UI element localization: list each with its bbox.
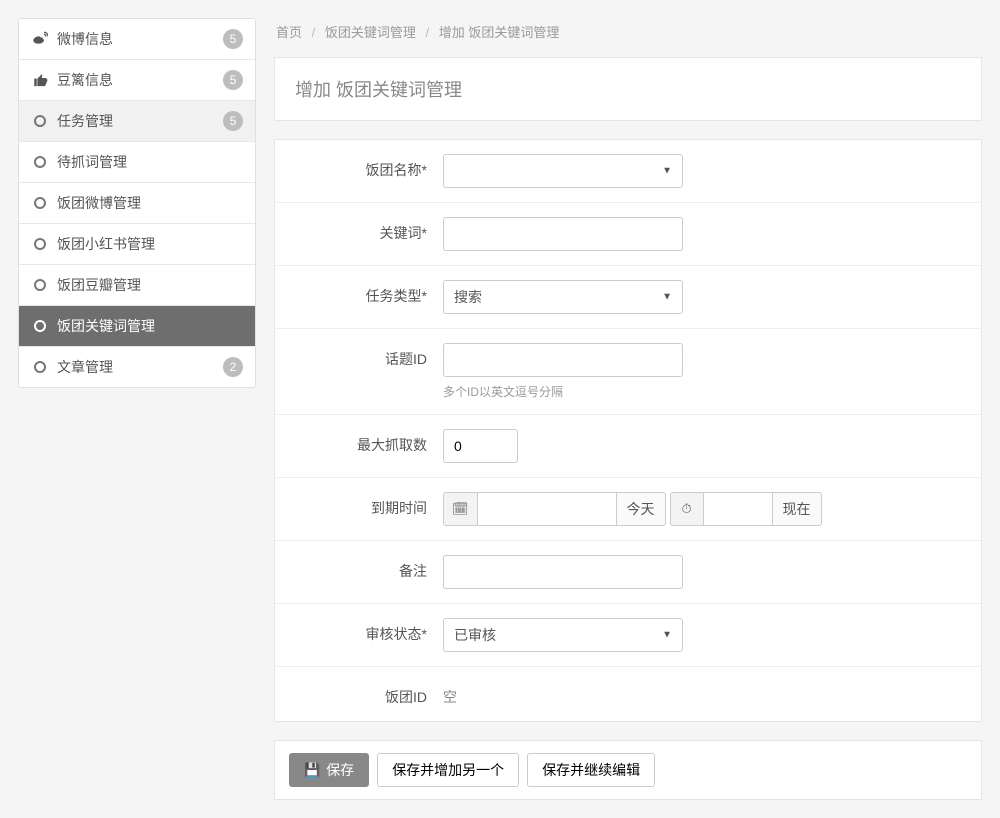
actions-bar: 💾 保存 保存并增加另一个 保存并继续编辑 (274, 740, 982, 800)
now-button[interactable]: 现在 (772, 492, 822, 526)
task-type-select[interactable]: 搜索 ▼ (443, 280, 683, 314)
label-review: 审核状态* (293, 618, 443, 644)
thumb-icon (31, 73, 49, 88)
circle-icon (31, 238, 49, 250)
chevron-down-icon: ▼ (662, 166, 672, 177)
today-button[interactable]: 今天 (616, 492, 666, 526)
topic-id-help: 多个ID以英文逗号分隔 (443, 383, 963, 400)
breadcrumb-sep: / (312, 25, 316, 40)
sidebar-item-3[interactable]: 待抓词管理 (19, 142, 255, 183)
label-fantuan-id: 饭团ID (293, 681, 443, 707)
label-topic-id: 话题ID (293, 343, 443, 369)
label-task-type: 任务类型* (293, 280, 443, 306)
row-expire: 到期时间 🗓 今天 ⏱ 现在 (275, 478, 981, 541)
clock-icon: ⏱ (670, 492, 704, 526)
count-badge: 5 (223, 70, 243, 90)
row-fantuan-id: 饭团ID 空 (275, 667, 981, 721)
chevron-down-icon: ▼ (662, 292, 672, 303)
row-review: 审核状态* 已审核 ▼ (275, 604, 981, 667)
row-max-fetch: 最大抓取数 (275, 415, 981, 478)
weibo-icon (31, 31, 49, 47)
sidebar-item-7[interactable]: 饭团关键词管理 (19, 306, 255, 347)
expire-date-input[interactable] (477, 492, 617, 526)
main-content: 首页 / 饭团关键词管理 / 增加 饭团关键词管理 增加 饭团关键词管理 饭团名… (274, 18, 982, 800)
count-badge: 5 (223, 29, 243, 49)
breadcrumb-current: 增加 饭团关键词管理 (439, 25, 560, 40)
sidebar-item-label: 饭团微博管理 (57, 193, 243, 213)
task-type-value: 搜索 (454, 287, 482, 307)
row-fantuan-name: 饭团名称* ▼ (275, 140, 981, 203)
review-status-value: 已审核 (454, 625, 496, 645)
save-and-add-button[interactable]: 保存并增加另一个 (377, 753, 519, 787)
chevron-down-icon: ▼ (662, 630, 672, 641)
row-keyword: 关键词* (275, 203, 981, 266)
review-status-select[interactable]: 已审核 ▼ (443, 618, 683, 652)
save-icon: 💾 (304, 762, 320, 778)
circle-icon (31, 279, 49, 291)
expire-time-input[interactable] (703, 492, 773, 526)
label-remark: 备注 (293, 555, 443, 581)
breadcrumb: 首页 / 饭团关键词管理 / 增加 饭团关键词管理 (274, 18, 982, 45)
sidebar-item-0[interactable]: 微博信息5 (19, 19, 255, 60)
row-task-type: 任务类型* 搜索 ▼ (275, 266, 981, 329)
sidebar-list: 微博信息5豆篱信息5任务管理5待抓词管理饭团微博管理饭团小红书管理饭团豆瓣管理饭… (18, 18, 256, 388)
label-fantuan-name: 饭团名称* (293, 154, 443, 180)
max-fetch-input[interactable] (443, 429, 518, 463)
keyword-input[interactable] (443, 217, 683, 251)
sidebar-item-8[interactable]: 文章管理2 (19, 347, 255, 387)
circle-icon (31, 361, 49, 373)
sidebar-item-6[interactable]: 饭团豆瓣管理 (19, 265, 255, 306)
fantuan-name-select[interactable]: ▼ (443, 154, 683, 188)
sidebar-item-label: 饭团小红书管理 (57, 234, 243, 254)
sidebar-item-2[interactable]: 任务管理5 (19, 101, 255, 142)
form-card: 饭团名称* ▼ 关键词* 任务类型* 搜索 (274, 139, 982, 722)
count-badge: 5 (223, 111, 243, 131)
sidebar-item-label: 饭团关键词管理 (57, 316, 243, 336)
sidebar-item-label: 微博信息 (57, 29, 223, 49)
label-expire: 到期时间 (293, 492, 443, 518)
save-and-continue-button[interactable]: 保存并继续编辑 (527, 753, 655, 787)
circle-icon (31, 320, 49, 332)
row-remark: 备注 (275, 541, 981, 604)
remark-input[interactable] (443, 555, 683, 589)
topic-id-input[interactable] (443, 343, 683, 377)
save-button-label: 保存 (326, 760, 354, 780)
count-badge: 2 (223, 357, 243, 377)
save-button[interactable]: 💾 保存 (289, 753, 369, 787)
row-topic-id: 话题ID 多个ID以英文逗号分隔 (275, 329, 981, 415)
page-title: 增加 饭团关键词管理 (274, 57, 982, 121)
calendar-icon: 🗓 (443, 492, 478, 526)
sidebar-item-label: 待抓词管理 (57, 152, 243, 172)
breadcrumb-sep: / (426, 25, 430, 40)
sidebar-item-4[interactable]: 饭团微博管理 (19, 183, 255, 224)
breadcrumb-section[interactable]: 饭团关键词管理 (325, 25, 416, 40)
label-keyword: 关键词* (293, 217, 443, 243)
circle-icon (31, 115, 49, 127)
sidebar-item-label: 任务管理 (57, 111, 223, 131)
sidebar-item-label: 饭团豆瓣管理 (57, 275, 243, 295)
sidebar-item-label: 文章管理 (57, 357, 223, 377)
sidebar-item-1[interactable]: 豆篱信息5 (19, 60, 255, 101)
fantuan-id-value: 空 (443, 681, 963, 707)
label-max-fetch: 最大抓取数 (293, 429, 443, 455)
sidebar-item-label: 豆篱信息 (57, 70, 223, 90)
circle-icon (31, 156, 49, 168)
circle-icon (31, 197, 49, 209)
sidebar: 微博信息5豆篱信息5任务管理5待抓词管理饭团微博管理饭团小红书管理饭团豆瓣管理饭… (18, 18, 256, 800)
sidebar-item-5[interactable]: 饭团小红书管理 (19, 224, 255, 265)
breadcrumb-home[interactable]: 首页 (276, 25, 302, 40)
